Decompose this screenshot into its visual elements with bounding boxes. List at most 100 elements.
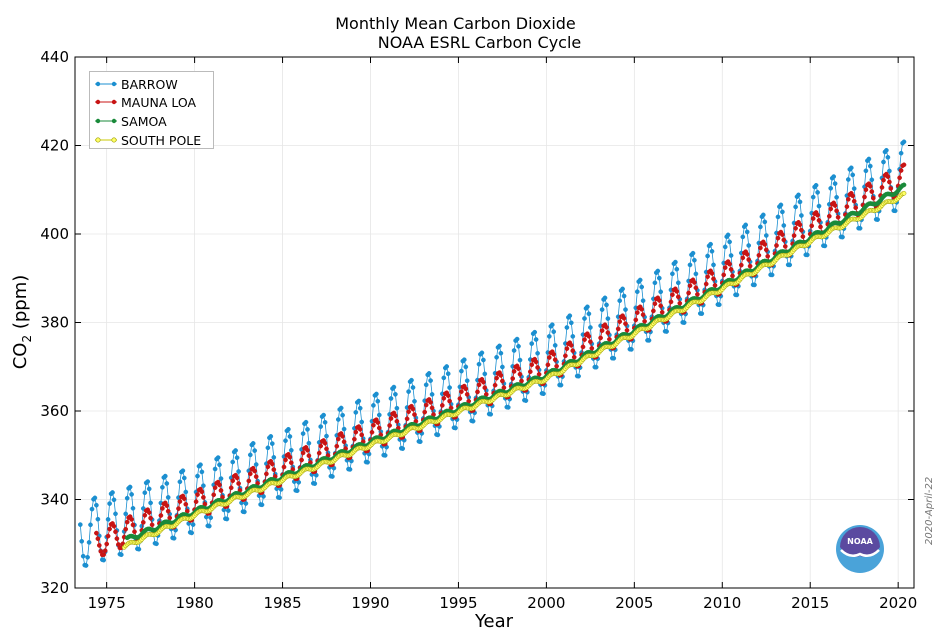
data-point-mauna-loa xyxy=(809,223,815,229)
data-point-barrow xyxy=(86,540,92,545)
data-point-mauna-loa xyxy=(774,243,779,248)
data-point-mauna-loa xyxy=(782,244,788,249)
data-point-barrow xyxy=(681,320,687,325)
data-point-mauna-loa xyxy=(758,245,763,251)
data-point-barrow xyxy=(845,177,851,182)
x-tick-label: 1975 xyxy=(88,594,126,612)
data-point-mauna-loa xyxy=(494,375,499,381)
data-point-barrow xyxy=(516,343,521,349)
data-point-mauna-loa xyxy=(605,330,611,336)
data-point-barrow xyxy=(464,378,470,384)
data-point-barrow xyxy=(744,229,750,235)
data-point-mauna-loa xyxy=(114,536,120,541)
data-point-barrow xyxy=(409,377,414,383)
data-point-mauna-loa xyxy=(815,212,820,218)
data-point-barrow xyxy=(629,347,634,352)
data-point-mauna-loa xyxy=(300,450,306,456)
data-point-mauna-loa xyxy=(580,344,586,350)
legend-swatch-barrow xyxy=(95,81,117,87)
data-point-mauna-loa xyxy=(898,168,904,173)
data-point-mauna-loa xyxy=(253,474,259,479)
data-point-barrow xyxy=(533,337,539,342)
y-tick-label: 340 xyxy=(40,491,69,509)
data-point-mauna-loa xyxy=(510,376,516,381)
data-point-barrow xyxy=(92,495,98,501)
data-point-barrow xyxy=(445,371,451,377)
data-point-barrow xyxy=(656,275,662,281)
data-point-barrow xyxy=(252,448,258,453)
data-point-barrow xyxy=(728,253,734,258)
data-point-barrow xyxy=(268,434,274,439)
data-point-barrow xyxy=(576,373,581,379)
legend-swatch-samoa xyxy=(95,118,117,124)
data-point-barrow xyxy=(834,194,839,200)
data-point-mauna-loa xyxy=(376,425,382,431)
data-point-barrow xyxy=(716,302,722,308)
data-point-mauna-loa xyxy=(195,492,200,497)
y-axis-label: CO2 (ppm) xyxy=(10,275,34,370)
data-point-barrow xyxy=(832,181,838,186)
data-point-barrow xyxy=(722,244,728,250)
data-point-mauna-loa xyxy=(727,261,732,267)
data-point-mauna-loa xyxy=(828,206,834,212)
data-point-mauna-loa xyxy=(533,359,539,365)
data-point-barrow xyxy=(118,552,124,558)
data-point-mauna-loa xyxy=(887,179,892,185)
data-point-barrow xyxy=(77,522,83,527)
data-point-mauna-loa xyxy=(652,301,658,307)
data-point-barrow xyxy=(529,341,535,346)
data-point-mauna-loa xyxy=(797,222,803,228)
data-point-mauna-loa xyxy=(897,175,902,181)
data-point-barrow xyxy=(758,224,763,230)
data-point-barrow xyxy=(318,424,324,429)
data-point-barrow xyxy=(637,277,643,283)
data-point-barrow xyxy=(699,311,705,316)
data-point-mauna-loa xyxy=(193,499,199,505)
data-point-barrow xyxy=(511,348,517,353)
data-point-barrow xyxy=(444,364,450,369)
data-point-barrow xyxy=(177,479,183,485)
data-point-mauna-loa xyxy=(675,294,681,300)
data-point-barrow xyxy=(321,412,326,418)
data-point-mauna-loa xyxy=(388,416,394,421)
data-point-barrow xyxy=(775,214,781,220)
data-point-mauna-loa xyxy=(651,308,656,314)
data-point-mauna-loa xyxy=(686,290,691,296)
data-point-barrow xyxy=(206,523,212,529)
data-point-barrow xyxy=(797,199,803,205)
x-tick-label: 1990 xyxy=(351,594,389,612)
x-tick-label: 2005 xyxy=(615,594,653,612)
x-tick-label: 2000 xyxy=(527,594,565,612)
y-tick-label: 420 xyxy=(40,137,69,155)
data-point-mauna-loa xyxy=(826,213,832,219)
data-point-mauna-loa xyxy=(740,255,746,261)
data-point-mauna-loa xyxy=(781,237,787,243)
data-point-mauna-loa xyxy=(158,513,164,518)
data-point-barrow xyxy=(294,488,300,494)
data-point-mauna-loa xyxy=(441,395,447,401)
data-point-mauna-loa xyxy=(570,348,576,354)
data-point-barrow xyxy=(365,459,370,465)
data-point-barrow xyxy=(410,385,416,390)
data-point-mauna-loa xyxy=(305,447,310,453)
data-point-barrow xyxy=(88,522,93,528)
data-point-barrow xyxy=(217,462,222,468)
series-line-samoa xyxy=(126,184,905,539)
data-point-barrow xyxy=(201,483,206,489)
data-point-barrow xyxy=(269,441,275,446)
data-point-mauna-loa xyxy=(670,292,675,298)
legend: BARROW MAUNA LOA SAMOA SOUTH POLE xyxy=(89,71,214,149)
data-point-mauna-loa xyxy=(352,436,357,442)
data-point-mauna-loa xyxy=(586,333,592,339)
data-point-mauna-loa xyxy=(879,185,885,190)
data-point-barrow xyxy=(447,385,452,390)
data-point-mauna-loa xyxy=(799,227,804,233)
data-point-mauna-loa xyxy=(599,328,605,333)
data-point-mauna-loa xyxy=(492,382,498,388)
x-axis-label: Year xyxy=(474,611,514,632)
data-point-mauna-loa xyxy=(428,399,433,405)
data-point-barrow xyxy=(400,446,406,451)
data-point-barrow xyxy=(215,455,221,460)
data-point-mauna-loa xyxy=(589,345,595,351)
data-point-mauna-loa xyxy=(564,346,570,351)
